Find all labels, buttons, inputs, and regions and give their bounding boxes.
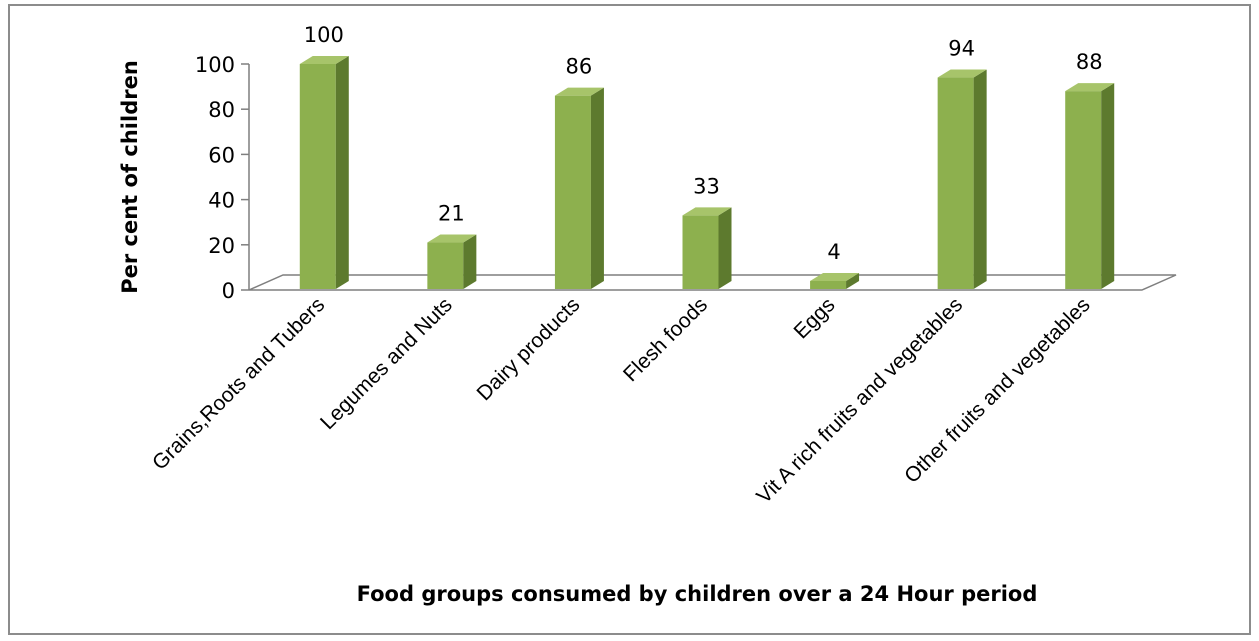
bar xyxy=(1065,91,1102,290)
bar xyxy=(427,242,464,289)
y-tick-label: 100 xyxy=(195,53,235,77)
bar-top xyxy=(810,272,860,281)
bar-top xyxy=(937,69,987,78)
bar-side xyxy=(1101,83,1115,290)
category-label: Vit A rich fruits and vegetables xyxy=(752,293,967,508)
data-label: 33 xyxy=(693,174,720,198)
y-tick-label: 0 xyxy=(222,279,235,303)
y-axis-ticks: 0 20 40 60 80 100 xyxy=(195,53,249,303)
bar-top xyxy=(427,234,477,243)
data-labels: 100 21 86 33 4 94 88 xyxy=(304,23,1103,264)
bar-side xyxy=(335,56,349,289)
bar-top xyxy=(1065,83,1115,92)
bar-side xyxy=(718,207,732,289)
bar-side xyxy=(463,234,477,289)
data-label: 100 xyxy=(304,23,344,47)
y-tick-label: 40 xyxy=(208,189,235,213)
category-label: Dairy products xyxy=(472,293,584,405)
y-axis-title: Per cent of children xyxy=(118,60,142,294)
bar-top xyxy=(682,207,732,216)
y-tick-label: 80 xyxy=(208,98,235,122)
bar-top xyxy=(554,87,604,96)
data-label: 86 xyxy=(566,55,593,79)
category-label: Flesh foods xyxy=(619,293,712,386)
data-label: 94 xyxy=(948,37,975,61)
bar xyxy=(554,95,591,289)
y-tick-label: 20 xyxy=(208,234,235,258)
chart-floor xyxy=(248,274,1177,291)
data-label: 88 xyxy=(1076,50,1103,74)
y-tick-label: 60 xyxy=(208,143,235,167)
data-label: 4 xyxy=(827,240,840,264)
bar xyxy=(682,215,719,289)
category-label: Eggs xyxy=(789,293,839,343)
x-axis-title: Food groups consumed by children over a … xyxy=(357,582,1038,606)
bar-side xyxy=(590,87,604,289)
bar xyxy=(299,64,336,289)
bar-side xyxy=(973,69,987,289)
bar xyxy=(810,280,847,289)
data-label: 21 xyxy=(438,202,465,226)
bar-side xyxy=(846,272,860,289)
bar xyxy=(937,77,974,289)
category-label: Legumes and Nuts xyxy=(316,293,457,434)
axes xyxy=(248,64,1177,291)
bars xyxy=(299,56,1115,290)
chart-frame xyxy=(8,4,1251,635)
bar-top xyxy=(299,56,349,64)
category-label: Grains,Roots and Tubers xyxy=(148,293,329,474)
